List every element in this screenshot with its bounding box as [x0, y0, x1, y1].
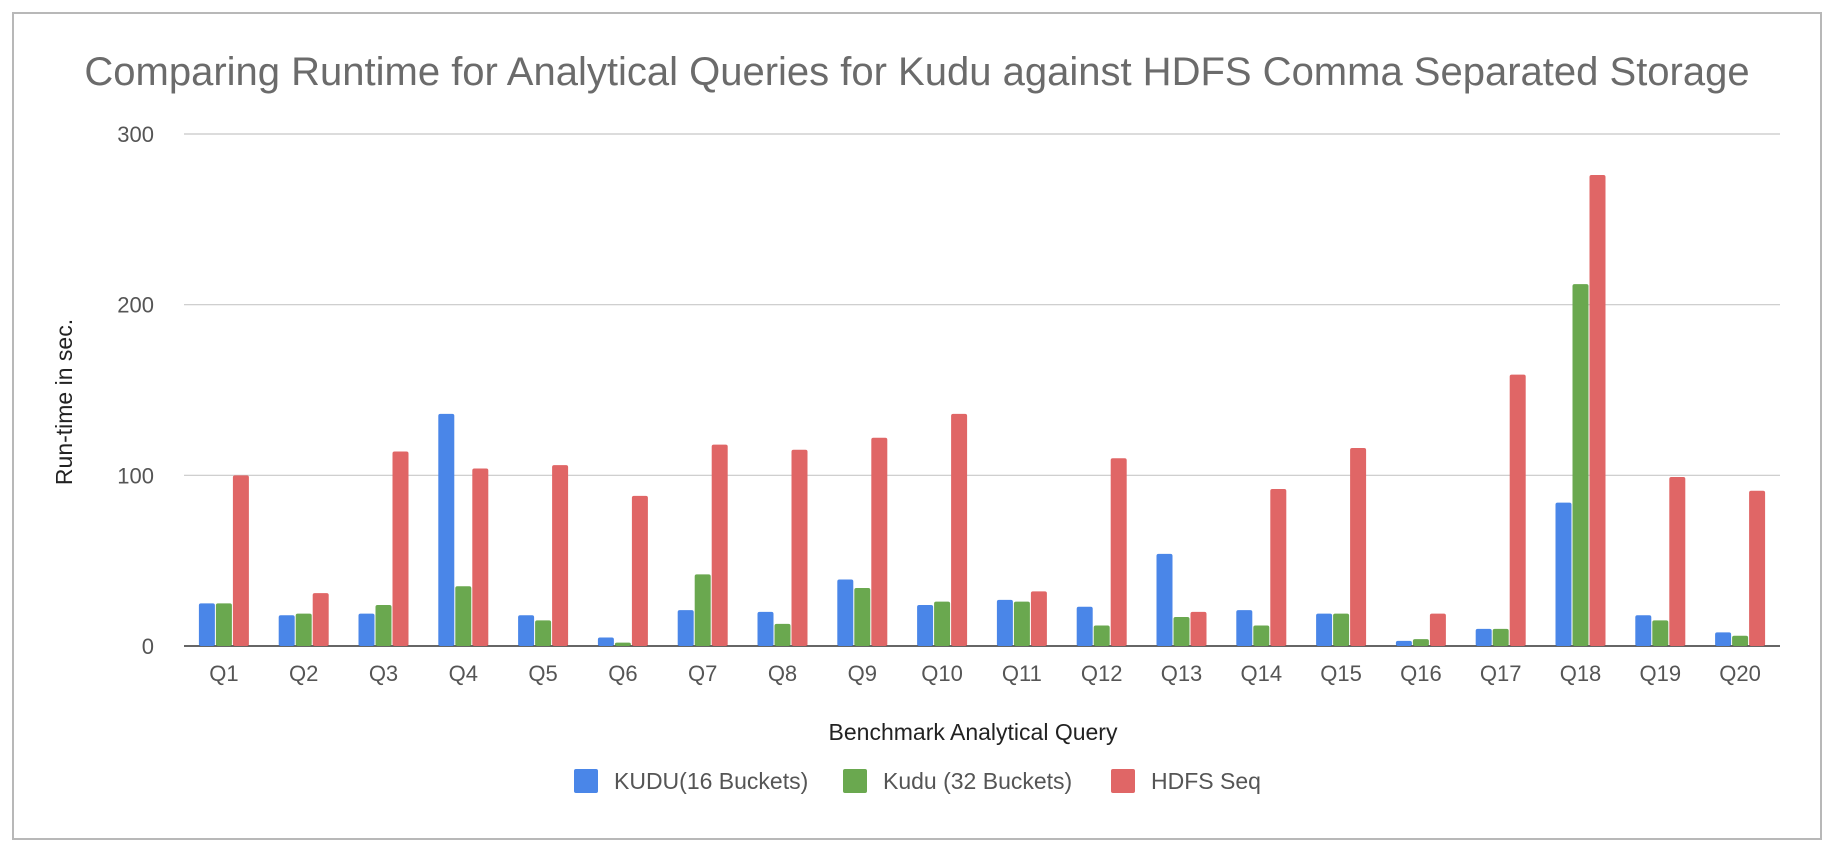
bar-q6-series-3 [631, 495, 648, 646]
bar-q17-series-3 [1509, 374, 1526, 646]
bar-q8-series-1 [757, 611, 774, 646]
bar-q4-series-3 [472, 468, 489, 646]
x-tick-label: Q12 [1081, 661, 1123, 686]
bar-q2-series-1 [278, 615, 295, 646]
bar-q18-series-3 [1589, 174, 1606, 646]
bar-q10-series-3 [951, 413, 968, 646]
bar-q13-series-3 [1190, 611, 1207, 646]
legend-label: HDFS Seq [1151, 768, 1261, 794]
bar-q3-series-3 [392, 451, 409, 646]
bar-q11-series-3 [1030, 591, 1047, 646]
bar-q20-series-2 [1732, 635, 1749, 646]
legend-swatch [843, 769, 867, 793]
bar-q3-series-2 [375, 605, 392, 646]
legend-swatch [1111, 769, 1135, 793]
bar-q19-series-3 [1669, 477, 1686, 646]
bar-q15-series-2 [1333, 613, 1350, 646]
x-tick-label: Q7 [688, 661, 717, 686]
x-tick-label: Q16 [1400, 661, 1442, 686]
bar-q16-series-1 [1395, 640, 1412, 646]
y-tick-label: 0 [142, 634, 154, 659]
x-tick-label: Q19 [1640, 661, 1682, 686]
x-tick-label: Q11 [1002, 661, 1042, 686]
x-tick-label: Q8 [768, 661, 797, 686]
bar-q10-series-2 [934, 601, 951, 646]
legend: KUDU(16 Buckets) Kudu (32 Buckets) HDFS Se… [574, 768, 1261, 794]
bar-q17-series-1 [1475, 628, 1492, 646]
x-tick-label: Q17 [1480, 661, 1522, 686]
bar-q2-series-2 [295, 613, 312, 646]
x-tick-label: Q6 [608, 661, 637, 686]
bar-q1-series-2 [215, 603, 232, 646]
x-tick-label: Q15 [1320, 661, 1362, 686]
legend-swatch [574, 769, 598, 793]
bar-q8-series-3 [791, 449, 808, 646]
bar-q6-series-1 [597, 637, 614, 646]
bar-q14-series-2 [1253, 625, 1270, 646]
x-tick-label: Q20 [1719, 661, 1761, 686]
bar-q19-series-1 [1635, 615, 1652, 646]
bar-q13-series-2 [1173, 616, 1190, 646]
x-tick-label: Q3 [369, 661, 398, 686]
bar-q10-series-1 [917, 605, 934, 646]
y-tick-labels: 0 100 200 300 [117, 122, 154, 659]
y-tick-label: 200 [117, 293, 154, 318]
y-tick-label: 100 [117, 463, 154, 488]
legend-label: Kudu (32 Buckets) [883, 768, 1072, 794]
bar-q9-series-2 [854, 587, 871, 646]
bar-q8-series-2 [774, 623, 791, 646]
y-tick-label: 300 [117, 122, 154, 147]
x-tick-label: Q2 [289, 661, 318, 686]
bar-q7-series-1 [677, 610, 694, 646]
bar-q4-series-1 [438, 413, 455, 646]
x-axis-label: Benchmark Analytical Query [829, 719, 1118, 745]
bar-q1-series-3 [232, 475, 249, 646]
bar-q3-series-1 [358, 613, 375, 646]
bar-q19-series-2 [1652, 620, 1669, 646]
bar-q15-series-1 [1316, 613, 1333, 646]
bar-q11-series-1 [996, 599, 1013, 646]
x-tick-label: Q18 [1560, 661, 1602, 686]
bar-q1-series-1 [198, 603, 215, 646]
bar-q6-series-2 [614, 642, 631, 646]
x-tick-label: Q5 [528, 661, 557, 686]
bar-q5-series-1 [518, 615, 535, 646]
bar-q12-series-1 [1076, 606, 1093, 646]
bar-q20-series-3 [1749, 490, 1766, 646]
bars [198, 174, 1766, 646]
x-tick-labels: Q1 Q2 Q3 Q4 Q5 Q6 Q7 Q8 Q9 Q10 Q11 Q12 Q13 Q14 Q15 Q16 Q… [209, 661, 1761, 686]
bar-q5-series-3 [552, 465, 569, 646]
bar-q7-series-2 [694, 574, 711, 646]
bar-q12-series-3 [1110, 458, 1127, 646]
bar-q4-series-2 [455, 586, 472, 646]
gridlines [184, 133, 1780, 647]
y-axis-label: Run-time in sec. [51, 319, 77, 485]
x-tick-label: Q9 [848, 661, 877, 686]
bar-q12-series-2 [1093, 625, 1110, 646]
x-tick-label: Q14 [1241, 661, 1283, 686]
bar-q11-series-2 [1013, 601, 1030, 646]
bar-q15-series-3 [1350, 448, 1367, 646]
chart-title: Comparing Runtime for Analytical Queries… [84, 50, 1749, 94]
bar-q2-series-3 [312, 593, 329, 646]
bar-q13-series-1 [1156, 553, 1173, 646]
x-tick-label: Q10 [921, 661, 963, 686]
x-tick-label: Q1 [209, 661, 238, 686]
x-tick-label: Q13 [1161, 661, 1203, 686]
bar-q14-series-3 [1270, 488, 1287, 646]
bar-q18-series-1 [1555, 502, 1572, 646]
bar-q9-series-3 [871, 437, 888, 646]
bar-q5-series-2 [535, 620, 552, 646]
bar-q16-series-3 [1429, 613, 1446, 646]
legend-label: KUDU(16 Buckets) [614, 768, 808, 794]
bar-q14-series-1 [1236, 610, 1253, 646]
bar-q20-series-1 [1715, 632, 1732, 646]
bar-q9-series-1 [837, 579, 854, 646]
bar-q16-series-2 [1412, 639, 1429, 646]
bar-q17-series-2 [1492, 628, 1509, 646]
x-tick-label: Q4 [449, 661, 478, 686]
bar-q7-series-3 [711, 444, 728, 646]
bar-q18-series-2 [1572, 284, 1589, 646]
